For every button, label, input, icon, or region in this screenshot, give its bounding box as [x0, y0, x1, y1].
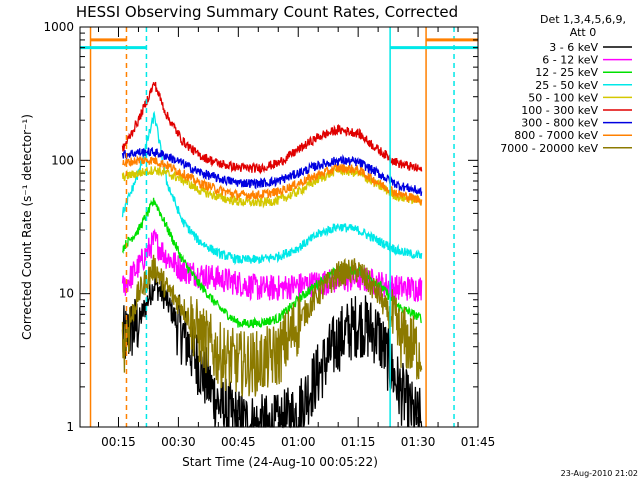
x-tick-label: 01:00 — [281, 435, 316, 449]
series-line-12to25keVkev — [121, 197, 423, 329]
series-line-25to50keVkev — [121, 110, 423, 266]
x-tick-label: 00:45 — [221, 435, 256, 449]
legend-label: 800 - 7000 keV — [514, 129, 598, 142]
series-line-6to12keVkev — [121, 228, 423, 303]
legend-header-line-1: Det 1,3,4,5,6,9, — [540, 13, 626, 26]
y-axis-label: Corrected Count Rate (s⁻¹ detector⁻¹) — [20, 114, 34, 340]
legend-label: 100 - 300 keV — [521, 104, 598, 117]
footer-timestamp: 23-Aug-2010 21:02 — [561, 469, 638, 478]
series-line-7000to20000keVkev — [121, 254, 423, 397]
legend-label: 12 - 25 keV — [535, 66, 598, 79]
x-axis-label: Start Time (24-Aug-10 00:05:22) — [182, 455, 378, 469]
x-tick-label: 00:15 — [101, 435, 136, 449]
legend-label: 6 - 12 keV — [542, 54, 598, 67]
y-tick-label: 100 — [51, 153, 74, 167]
y-tick-label: 1000 — [43, 20, 74, 34]
legend-label: 7000 - 20000 keV — [500, 142, 598, 155]
x-tick-label: 00:30 — [161, 435, 196, 449]
series-line-800to7000keVkev — [122, 155, 423, 207]
legend-label: 3 - 6 keV — [549, 41, 598, 54]
series-line-3to6keVkev — [121, 275, 423, 429]
legend-label: 25 - 50 keV — [535, 79, 598, 92]
legend-label: 300 - 800 keV — [521, 117, 598, 130]
x-tick-label: 01:45 — [461, 435, 496, 449]
legend-header-line-2: Att 0 — [570, 26, 596, 39]
series-line-300to800keVkev — [121, 146, 423, 196]
x-tick-label: 01:30 — [401, 435, 436, 449]
plot-area: 1 10 100 1000 00:15 00:30 00:45 01:00 01:15 01:30… — [43, 20, 495, 449]
chart-title: HESSI Observing Summary Count Rates, Cor… — [76, 3, 458, 21]
y-tick-label: 1 — [66, 420, 74, 434]
series-line-100to300keVkev — [121, 81, 423, 175]
x-tick-label: 01:15 — [341, 435, 376, 449]
plot-frame — [79, 26, 479, 428]
legend-label: 50 - 100 keV — [528, 91, 598, 104]
y-tick-label: 10 — [59, 287, 74, 301]
